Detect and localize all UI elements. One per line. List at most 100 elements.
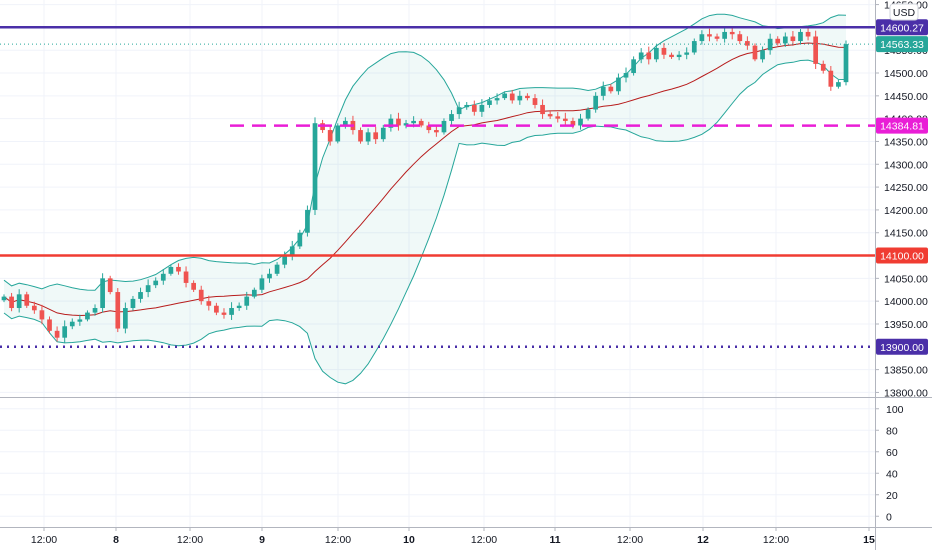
- indicator-axis-label: 80: [886, 425, 898, 437]
- price-axis-label: 14500.00: [884, 68, 928, 80]
- candle-body: [1, 296, 7, 301]
- candle-body: [729, 31, 735, 35]
- indicator-axis-label: 0: [886, 511, 892, 523]
- candle-body: [600, 86, 606, 96]
- candle-body: [593, 95, 599, 110]
- candle-body: [722, 31, 727, 39]
- candle-body: [585, 109, 591, 119]
- time-axis-label: 12: [697, 534, 709, 546]
- candle-body: [388, 118, 394, 128]
- bollinger-bands: [3, 13, 847, 385]
- candle-body: [691, 41, 697, 53]
- candle-body: [282, 255, 288, 265]
- indicator-axis-label: 20: [886, 490, 898, 502]
- time-axis-label: 15: [863, 534, 875, 546]
- candle-body: [183, 271, 189, 283]
- candle-body: [365, 132, 371, 142]
- price-tag-box: [876, 36, 928, 53]
- candle-body: [434, 130, 439, 133]
- candle-body: [153, 280, 159, 286]
- candle-body: [798, 31, 803, 42]
- candle-body: [654, 47, 659, 60]
- candle-body: [214, 305, 219, 313]
- candle-body: [244, 296, 250, 306]
- price-tag-label: 13900.00: [880, 342, 924, 354]
- time-axis-label: 9: [259, 534, 265, 546]
- time-axis-label: 12:00: [617, 534, 643, 546]
- candle-body: [562, 118, 568, 121]
- candle-body: [191, 282, 196, 290]
- indicator-axis-label: 60: [886, 447, 898, 459]
- horizontal-levels[interactable]: [0, 26, 875, 349]
- candle-body: [487, 100, 492, 105]
- price-axis-label: 13800.00: [884, 387, 928, 399]
- candle-body: [123, 308, 128, 329]
- candle-body: [805, 31, 811, 37]
- candle-body: [449, 114, 454, 121]
- candle-body: [631, 59, 636, 74]
- time-axis-label: 12:00: [763, 534, 789, 546]
- price-tag-label: 14100.00: [880, 251, 924, 263]
- indicator-axis: 100 80 60 40 20 0: [875, 404, 904, 523]
- bollinger-lower: [3, 59, 847, 385]
- candle-body: [509, 93, 515, 101]
- candle-body: [69, 321, 75, 327]
- price-axis-label: 13950.00: [884, 319, 928, 331]
- bollinger-fill: [4, 14, 846, 384]
- time-axis-label: 12:00: [325, 534, 351, 546]
- price-tag-label: 14384.81: [880, 121, 924, 133]
- candle-body: [24, 294, 30, 306]
- price-axis-label: 14300.00: [884, 159, 928, 171]
- candle-body: [775, 38, 781, 44]
- candle-body: [836, 82, 841, 87]
- price-tag-label: 14563.33: [880, 39, 924, 51]
- candle-body: [251, 289, 257, 297]
- candle-body: [236, 305, 242, 309]
- candle-body: [760, 50, 765, 60]
- candle-body: [100, 278, 105, 309]
- candle-body: [669, 54, 674, 58]
- candle-body: [555, 116, 561, 119]
- candle-body: [396, 118, 401, 126]
- candle-body: [297, 232, 303, 247]
- candle-body: [206, 301, 212, 306]
- time-axis-label: 12:00: [31, 534, 57, 546]
- candle-body: [737, 34, 743, 42]
- candle-body: [92, 308, 98, 313]
- candle-body: [130, 298, 136, 309]
- candle-body: [373, 132, 379, 140]
- candle-body: [380, 127, 386, 140]
- price-tag-box: [876, 19, 928, 36]
- candle-body: [16, 294, 22, 309]
- currency-label: USD: [893, 7, 916, 19]
- candle-body: [39, 310, 45, 320]
- candle-body: [790, 36, 796, 42]
- candle-body: [616, 77, 621, 92]
- candle-body: [745, 41, 750, 46]
- candle-body: [714, 36, 720, 39]
- candle-body: [138, 292, 143, 299]
- price-axis-label: 13850.00: [884, 365, 928, 377]
- candle-body: [699, 34, 705, 42]
- price-axis-label: 14000.00: [884, 296, 928, 308]
- price-pane[interactable]: [0, 13, 875, 385]
- candle-body: [843, 44, 849, 83]
- time-axis[interactable]: 12:00 8 12:00 9 12:00 10 12:00 11 12:00 12 12:00 15: [31, 527, 875, 546]
- currency-badge[interactable]: USD: [889, 3, 919, 21]
- candle-body: [517, 95, 523, 101]
- candle-body: [221, 312, 227, 315]
- price-axis[interactable]: 14650.0014550.0014500.0014450.0014400.00…: [875, 0, 928, 399]
- price-tag-box: [876, 338, 928, 355]
- candle-body: [327, 130, 333, 142]
- candle-body: [502, 93, 508, 99]
- candle-body: [525, 95, 530, 99]
- price-tags: 14600.27 14384.81 14100.00 13900.00 14563.33: [876, 19, 928, 355]
- indicator-axis-label: 40: [886, 468, 898, 480]
- candle-body: [259, 278, 265, 290]
- candle-body: [494, 98, 500, 101]
- candle-body: [547, 114, 553, 117]
- price-tag-box: [876, 247, 928, 264]
- candle-body: [168, 266, 174, 274]
- candle-body: [464, 104, 470, 108]
